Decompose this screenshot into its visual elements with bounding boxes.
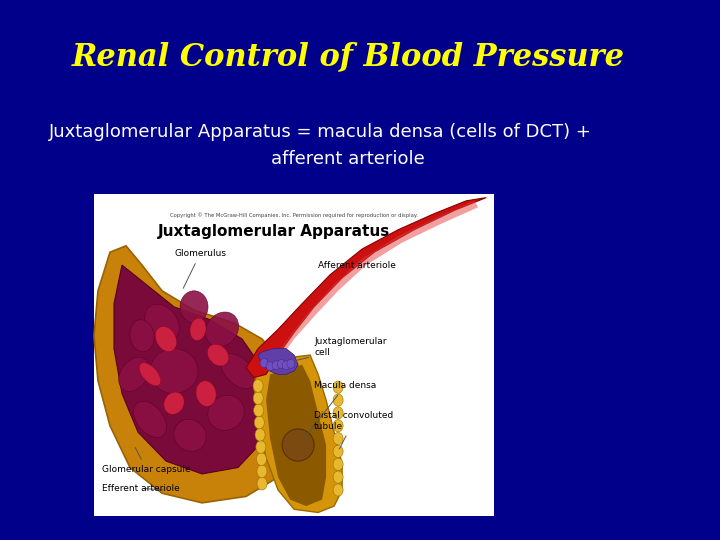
Text: Macula densa: Macula densa (306, 381, 377, 436)
Ellipse shape (150, 349, 198, 394)
Ellipse shape (287, 359, 295, 368)
Polygon shape (246, 198, 486, 377)
Ellipse shape (333, 484, 343, 496)
Text: Glomerular capsule: Glomerular capsule (102, 448, 191, 474)
Polygon shape (254, 355, 342, 512)
Ellipse shape (208, 395, 244, 430)
Ellipse shape (333, 407, 343, 419)
Ellipse shape (133, 401, 166, 437)
Text: Renal Control of Blood Pressure: Renal Control of Blood Pressure (71, 41, 624, 72)
Ellipse shape (333, 458, 343, 470)
Ellipse shape (333, 471, 343, 483)
Ellipse shape (253, 380, 263, 393)
Ellipse shape (256, 441, 266, 454)
Ellipse shape (207, 344, 229, 366)
Ellipse shape (272, 361, 280, 370)
Ellipse shape (282, 429, 314, 461)
Ellipse shape (257, 477, 267, 490)
Ellipse shape (119, 357, 149, 392)
Ellipse shape (256, 453, 266, 465)
Polygon shape (94, 246, 294, 503)
Ellipse shape (130, 320, 154, 352)
Ellipse shape (277, 360, 285, 368)
Ellipse shape (333, 381, 343, 393)
Text: Efferent arteriole: Efferent arteriole (102, 484, 180, 493)
Ellipse shape (145, 305, 179, 341)
Polygon shape (258, 349, 298, 374)
Polygon shape (266, 364, 326, 506)
Ellipse shape (253, 392, 264, 404)
Polygon shape (114, 265, 270, 474)
Ellipse shape (196, 381, 216, 407)
Ellipse shape (333, 433, 343, 445)
Ellipse shape (180, 291, 208, 323)
Ellipse shape (257, 465, 267, 478)
Ellipse shape (266, 362, 274, 371)
Ellipse shape (139, 363, 161, 386)
Text: Afferent arteriole: Afferent arteriole (318, 261, 396, 269)
Bar (94, 194, 494, 516)
Text: Copyright © The McGraw-Hill Companies, Inc. Permission required for reproduction: Copyright © The McGraw-Hill Companies, I… (170, 212, 418, 218)
Text: Juxtaglomerular Apparatus: Juxtaglomerular Apparatus (158, 224, 390, 239)
Ellipse shape (282, 361, 290, 370)
Text: Distal convoluted
tubule: Distal convoluted tubule (314, 411, 393, 449)
Text: afferent arteriole: afferent arteriole (271, 150, 425, 168)
Ellipse shape (156, 326, 176, 352)
Ellipse shape (333, 420, 343, 432)
Ellipse shape (164, 392, 184, 414)
Ellipse shape (174, 420, 206, 451)
Text: Glomerulus: Glomerulus (174, 249, 226, 288)
Ellipse shape (255, 428, 265, 441)
Text: Juxtaglomerular
cell: Juxtaglomerular cell (294, 338, 387, 361)
Ellipse shape (205, 312, 238, 347)
Ellipse shape (333, 446, 343, 457)
Ellipse shape (333, 394, 343, 406)
Ellipse shape (254, 416, 264, 429)
Ellipse shape (190, 318, 206, 341)
Polygon shape (274, 201, 478, 361)
Ellipse shape (260, 359, 268, 368)
Ellipse shape (253, 404, 264, 417)
Text: Juxtaglomerular Apparatus = macula densa (cells of DCT) +: Juxtaglomerular Apparatus = macula densa… (49, 123, 592, 141)
Ellipse shape (221, 354, 256, 389)
